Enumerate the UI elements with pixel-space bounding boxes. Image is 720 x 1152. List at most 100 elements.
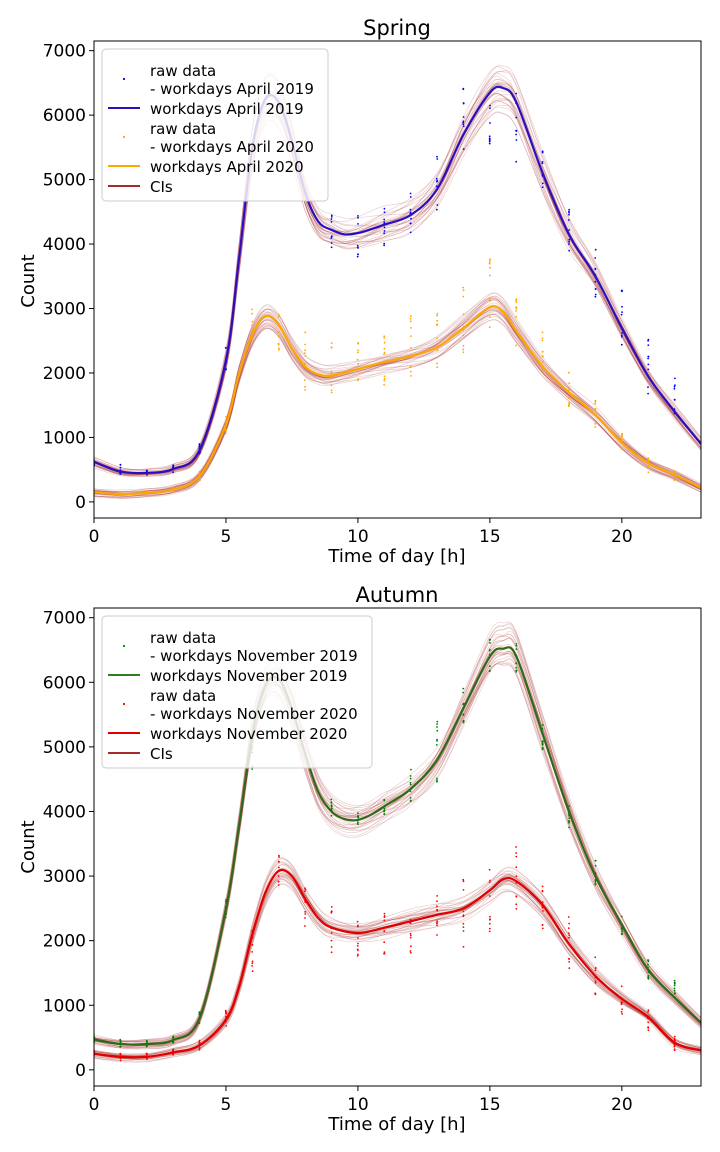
raw-point: [409, 196, 412, 198]
axes-frame: [93, 40, 702, 519]
raw-points-workdays-november-2020: [94, 846, 676, 1062]
raw-point: [620, 985, 623, 988]
raw-point: [357, 942, 359, 945]
x-axis-label: Time of day [h]: [327, 546, 465, 567]
raw-point: [568, 243, 570, 245]
raw-point: [673, 398, 676, 401]
raw-point: [330, 939, 333, 942]
ci-curve: [94, 310, 701, 499]
raw-point: [436, 314, 438, 317]
raw-point: [356, 358, 359, 361]
raw-point: [567, 404, 570, 407]
raw-point: [278, 854, 280, 857]
y-axis-label: Count: [18, 254, 39, 307]
ci-curve: [94, 307, 701, 495]
raw-point: [673, 979, 676, 982]
raw-point: [198, 479, 201, 482]
raw-point: [225, 368, 228, 371]
raw-point: [436, 920, 438, 923]
raw-point: [647, 458, 649, 461]
mean-line-workdays-april-2019: [94, 85, 701, 475]
ci-curve: [94, 70, 701, 471]
raw-point: [542, 910, 544, 912]
raw-point: [462, 880, 465, 883]
raw-point: [594, 859, 597, 862]
raw-point: [304, 917, 306, 919]
raw-point: [568, 249, 571, 252]
raw-point: [409, 317, 412, 320]
raw-point: [330, 237, 333, 240]
raw-point: [330, 377, 333, 380]
raw-point: [330, 214, 333, 217]
raw-point: [278, 866, 280, 869]
raw-point: [673, 989, 676, 992]
y-tick-label: 2000: [43, 932, 86, 952]
legend-marker: [122, 644, 126, 648]
raw-point: [436, 337, 438, 340]
y-tick-label: 6000: [43, 673, 86, 693]
ci-curve: [94, 866, 701, 1058]
raw-point: [383, 916, 386, 918]
raw-point: [462, 329, 465, 332]
raw-point: [568, 208, 571, 211]
raw-point: [568, 240, 570, 243]
raw-point: [436, 729, 439, 732]
raw-point: [515, 301, 518, 304]
raw-point: [488, 261, 491, 264]
raw-point: [383, 377, 386, 380]
raw-point: [357, 949, 359, 952]
legend-label: workdays November 2020: [150, 725, 347, 743]
raw-point: [489, 274, 491, 277]
ci-curve: [94, 647, 701, 1045]
y-tick-label: 3000: [43, 867, 86, 887]
raw-point: [620, 1003, 623, 1006]
raw-point: [409, 775, 412, 777]
raw-point: [146, 474, 148, 476]
raw-point: [541, 337, 544, 339]
raw-point: [594, 423, 596, 425]
raw-point: [409, 231, 412, 234]
raw-point: [515, 344, 518, 347]
raw-point: [673, 1039, 676, 1042]
raw-point: [462, 289, 465, 292]
raw-point: [621, 1008, 623, 1011]
raw-point: [647, 975, 650, 977]
raw-point: [489, 258, 491, 261]
raw-point: [568, 401, 571, 404]
raw-point: [330, 235, 333, 238]
raw-point: [620, 915, 623, 918]
raw-point: [567, 957, 570, 960]
legend-box: [101, 48, 329, 202]
raw-point: [410, 327, 412, 329]
raw-point: [436, 312, 439, 315]
x-axis-label: Time of day [h]: [327, 1114, 465, 1135]
raw-point: [621, 930, 623, 933]
raw-point: [436, 740, 438, 742]
raw-point: [330, 951, 333, 954]
raw-point: [568, 211, 570, 214]
raw-point: [119, 1045, 122, 1048]
y-tick-label: 1000: [43, 428, 86, 448]
raw-point: [489, 642, 491, 644]
raw-point: [673, 981, 676, 984]
raw-point: [409, 950, 412, 952]
raw-point: [383, 941, 386, 944]
raw-point: [541, 361, 544, 363]
raw-point: [277, 875, 280, 877]
raw-point: [198, 1047, 201, 1049]
raw-point: [488, 670, 491, 673]
raw-point: [383, 218, 386, 221]
raw-point: [594, 981, 597, 984]
raw-point: [146, 470, 148, 473]
raw-point: [278, 347, 280, 350]
raw-point: [409, 365, 412, 368]
y-tick-label: 2000: [43, 364, 86, 384]
raw-point: [647, 392, 649, 395]
raw-point: [224, 1009, 227, 1012]
raw-point: [277, 884, 280, 886]
raw-point: [436, 155, 438, 158]
raw-point: [172, 471, 175, 474]
raw-point: [436, 324, 438, 326]
raw-point: [277, 335, 280, 338]
raw-point: [410, 335, 412, 337]
